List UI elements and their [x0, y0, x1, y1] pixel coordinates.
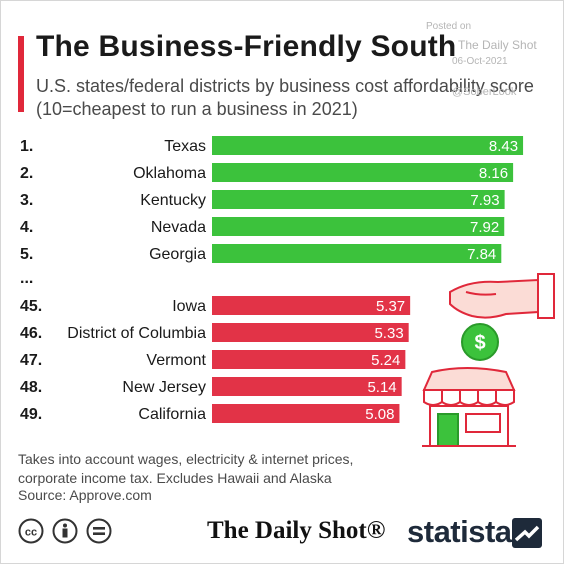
data-label: 5.08: [365, 406, 394, 423]
watermark-publisher: The Daily Shot: [458, 38, 537, 52]
illustration: $: [422, 273, 555, 447]
brand-statista: statista: [407, 514, 512, 549]
data-label: 5.37: [376, 298, 405, 315]
bar-chart: 1. Texas 8.43 2. Oklahoma 8.16 3. Kentucky 7.93 4…: [20, 136, 524, 423]
category-label: Vermont: [146, 352, 206, 369]
bar: [212, 296, 411, 315]
svg-text:cc: cc: [25, 527, 37, 539]
chart-note: Takes into account wages, electricity & …: [18, 451, 354, 486]
equals-icon[interactable]: [86, 518, 112, 544]
bar: [212, 350, 406, 369]
rank-label: 1.: [20, 138, 33, 155]
bar: [212, 217, 505, 236]
coin-hand-icon: $: [449, 273, 555, 361]
category-label: Kentucky: [140, 192, 206, 209]
bar: [212, 190, 505, 209]
data-label: 7.93: [470, 192, 499, 209]
data-label: 7.92: [470, 219, 499, 236]
category-label: California: [138, 406, 206, 423]
chart-title: The Business-Friendly South: [36, 30, 457, 63]
bar: [212, 163, 514, 182]
cc-icon[interactable]: cc: [18, 518, 44, 544]
rank-label: 48.: [20, 379, 42, 396]
category-label: District of Columbia: [67, 325, 206, 342]
statista-logo-icon: [512, 518, 542, 548]
category-label: Nevada: [151, 219, 206, 236]
chart-source: Source: Approve.com: [18, 487, 152, 503]
data-label: 7.84: [467, 246, 496, 263]
brand-daily-shot: The Daily Shot®: [207, 517, 386, 544]
bar: [212, 244, 502, 263]
data-label: 5.33: [374, 325, 403, 342]
watermark-posted: Posted on: [426, 21, 472, 32]
bar: [212, 377, 402, 396]
data-label: 8.16: [479, 165, 508, 182]
rank-label: 3.: [20, 192, 33, 209]
watermark-date: 06-Oct-2021: [452, 56, 508, 67]
rank-label: 45.: [20, 298, 42, 315]
bar: [212, 323, 409, 342]
rank-label: 4.: [20, 219, 33, 236]
storefront-icon: [422, 367, 516, 447]
category-label: Georgia: [149, 246, 206, 263]
category-label: Iowa: [172, 298, 206, 315]
chart-subtitle: U.S. states/federal districts by busines…: [36, 76, 534, 119]
category-label: New Jersey: [122, 379, 206, 396]
data-label: 8.43: [489, 138, 518, 155]
data-label: 5.24: [371, 352, 400, 369]
info-icon[interactable]: [52, 518, 78, 544]
watermark-handle: @SoberLook: [452, 86, 517, 98]
bar: [212, 404, 400, 423]
rank-label: 47.: [20, 352, 42, 369]
rank-label: 5.: [20, 246, 33, 263]
data-label: 5.14: [367, 379, 396, 396]
category-label: Texas: [164, 138, 206, 155]
category-label: Oklahoma: [133, 165, 206, 182]
rank-label: 2.: [20, 165, 33, 182]
title-accent-bar: [18, 36, 24, 112]
svg-text:$: $: [474, 332, 485, 354]
rank-label: 49.: [20, 406, 42, 423]
bar: [212, 136, 524, 155]
rank-label: 46.: [20, 325, 42, 342]
ellipsis-label: ...: [20, 270, 33, 287]
